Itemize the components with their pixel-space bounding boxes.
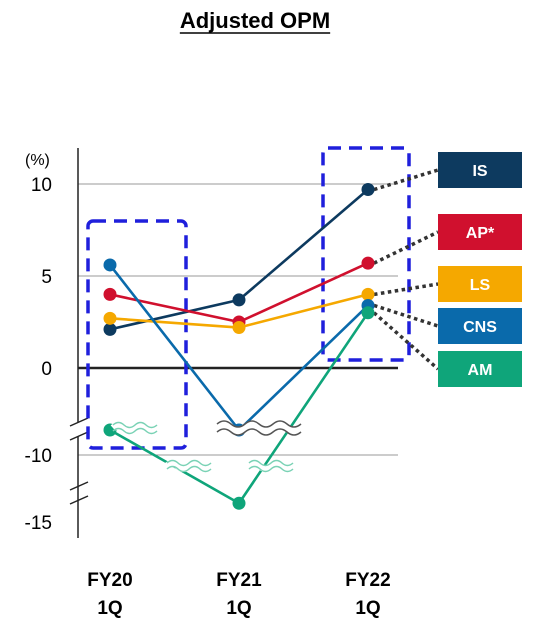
x-category-line1: FY22 (345, 570, 390, 591)
legend-connectors (372, 168, 440, 371)
y-tick-label: 10 (31, 175, 52, 196)
legend-box (438, 308, 522, 344)
legend-box (438, 266, 522, 302)
legend-label: AM (468, 362, 493, 379)
grid-lines (78, 183, 398, 456)
data-point (361, 183, 375, 197)
legend: IS AP* LS CNS AM (438, 152, 522, 387)
x-category-line2: 1Q (226, 598, 251, 619)
axis-break-mark (69, 495, 89, 505)
series-break-mark (112, 421, 158, 429)
x-category-line1: FY21 (216, 570, 262, 591)
axes (69, 148, 89, 538)
data-point (232, 321, 246, 335)
legend-connector (373, 303, 439, 328)
series-break-mark (216, 428, 302, 436)
legend-connector (373, 230, 439, 265)
y-tick-label: -15 (25, 513, 52, 534)
break-marks (110, 420, 304, 473)
y-tick-label: -10 (25, 446, 52, 467)
series-break-mark (112, 427, 158, 435)
data-point (361, 256, 375, 270)
series-break-mark (166, 459, 212, 467)
legend-label: LS (470, 277, 491, 294)
legend-label: CNS (463, 319, 497, 336)
axis-break-mark (69, 417, 89, 427)
series-break-mask (214, 421, 304, 435)
legend-connector (372, 311, 440, 371)
series-break-mark (216, 420, 302, 428)
data-point (103, 311, 117, 325)
y-tick-label: 0 (41, 359, 52, 380)
data-point (103, 287, 117, 301)
legend-box (438, 351, 522, 387)
data-point (361, 287, 375, 301)
legend-connector (373, 168, 439, 192)
series-lines (103, 183, 375, 510)
y-unit-label: (%) (25, 152, 50, 169)
x-category-labels: FY20 1Q FY21 1Q FY22 1Q (87, 570, 390, 619)
series-break-mask (164, 460, 214, 472)
x-category-line2: 1Q (97, 598, 122, 619)
data-point (103, 258, 117, 272)
chart-title: Adjusted OPM (180, 8, 330, 33)
y-tick-label: 5 (41, 267, 52, 288)
series-break-mask (110, 422, 160, 434)
series-break-mark (248, 465, 294, 473)
series-line-3 (108, 264, 369, 432)
series-break-mark (248, 459, 294, 467)
legend-box (438, 214, 522, 250)
x-category-line1: FY20 (87, 570, 132, 591)
series-line-0 (109, 188, 369, 331)
x-category-line2: 1Q (355, 598, 380, 619)
highlight-boxes (86, 146, 411, 450)
axis-break-mark (69, 431, 89, 441)
highlight-box-fy20 (86, 219, 188, 450)
legend-label: IS (472, 163, 487, 180)
legend-connector (373, 282, 439, 297)
series-break-mask (246, 460, 296, 472)
legend-box (438, 152, 522, 188)
data-point (232, 293, 246, 307)
axis-break-mark (69, 481, 89, 491)
legend-label: AP* (466, 225, 495, 242)
data-point (103, 322, 117, 336)
data-point (232, 496, 246, 510)
y-tick-labels: 10 5 0 -10 -15 (25, 175, 52, 534)
series-break-mark (166, 465, 212, 473)
data-point (361, 306, 375, 320)
